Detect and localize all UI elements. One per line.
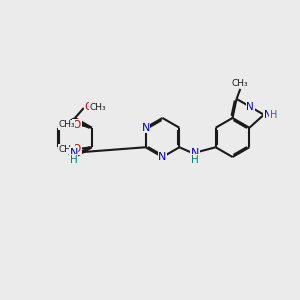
Text: CH₃: CH₃: [58, 120, 75, 129]
Text: N: N: [246, 102, 254, 112]
Text: O: O: [73, 144, 81, 154]
Text: CH₃: CH₃: [232, 79, 249, 88]
Text: H: H: [191, 155, 199, 165]
Text: N: N: [141, 123, 150, 133]
Text: N: N: [158, 152, 167, 162]
Text: CH₃: CH₃: [58, 145, 75, 154]
Text: N: N: [264, 110, 272, 120]
Text: N: N: [69, 148, 78, 158]
Text: H: H: [270, 110, 277, 120]
Text: CH₃: CH₃: [89, 103, 106, 112]
Text: N: N: [191, 148, 199, 158]
Text: O: O: [84, 102, 92, 112]
Text: O: O: [73, 120, 81, 130]
Text: H: H: [70, 155, 77, 165]
